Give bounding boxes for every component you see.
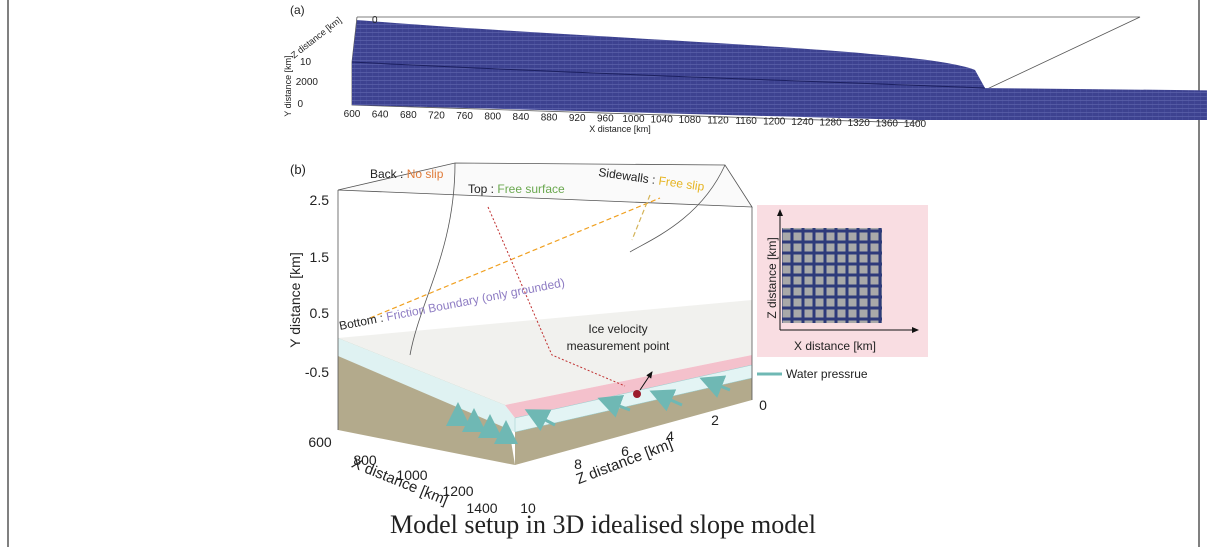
z-tick-label: 6 <box>621 443 629 459</box>
x-tick-label: 1360 <box>876 119 899 130</box>
mesh-a <box>352 20 1207 120</box>
y-axis-title: Y distance [km] <box>287 252 303 347</box>
measurement-point <box>633 390 641 398</box>
z-tick-label: 10 <box>300 57 312 68</box>
x-tick-label: 640 <box>372 110 389 121</box>
inset-y-title: Z distance [km] <box>765 237 779 318</box>
x-tick-label: 960 <box>597 114 614 125</box>
x-axis-title: X distance [km] <box>589 124 651 134</box>
z-tick-label: 0 <box>372 15 378 26</box>
x-tick-label: 1320 <box>848 118 871 129</box>
x-tick-label: 1000 <box>622 114 645 125</box>
x-tick-label: 1120 <box>707 116 729 127</box>
x-tick-label: 1200 <box>763 117 786 128</box>
boundary-condition: Free surface <box>497 182 565 196</box>
x-tick-label: 840 <box>513 112 530 123</box>
x-tick-label: 1160 <box>735 116 757 127</box>
x-tick-label: 600 <box>344 109 361 120</box>
boundary-name: Top : <box>468 182 494 196</box>
y-tick-label: 2.5 <box>310 192 330 208</box>
boundary-condition: No slip <box>407 167 444 181</box>
inset-x-title: X distance [km] <box>794 339 876 353</box>
boundary-label: Top : Free surface <box>468 182 565 196</box>
z-tick-label: 8 <box>574 456 582 472</box>
x-tick-label: 1040 <box>651 115 674 126</box>
z-tick-label: 4 <box>666 428 674 444</box>
panel-a: (a) X distance [km] Y distance [km] Z di… <box>283 3 1207 134</box>
panel-label: (b) <box>290 162 306 177</box>
x-tick-label: 1000 <box>396 467 427 483</box>
point-label: Ice velocity <box>588 322 647 336</box>
x-tick-label: 920 <box>569 113 586 124</box>
x-tick-label: 800 <box>484 112 501 123</box>
x-tick-label: 800 <box>353 452 377 468</box>
boundary-label: Back : No slip <box>370 167 444 181</box>
panel-b: (b) Y distance [km] X distance [km] Z di… <box>287 162 928 516</box>
z-tick-label: 0 <box>759 397 767 413</box>
x-tick-label: 1080 <box>679 115 702 126</box>
y-tick-label: -0.5 <box>305 364 329 380</box>
point-label: measurement point <box>567 339 670 353</box>
boundary-name: Back : <box>370 167 403 181</box>
z-tick-label: 2 <box>711 412 719 428</box>
z-axis-title: Z distance [km] <box>289 15 343 60</box>
y-tick-label: 2000 <box>296 77 319 88</box>
x-tick-label: 680 <box>400 110 417 121</box>
x-tick-label: 1280 <box>819 118 842 129</box>
x-tick-label: 720 <box>428 111 445 122</box>
y-tick-label: 0.5 <box>310 305 330 321</box>
x-tick-label: 880 <box>541 113 558 124</box>
panel-label: (a) <box>290 3 305 17</box>
y-tick-label: 1.5 <box>310 249 330 265</box>
x-tick-label: 760 <box>456 111 473 122</box>
caption: Model setup in 3D idealised slope model <box>390 510 816 539</box>
x-tick-label: 600 <box>308 434 332 450</box>
legend-label: Water pressrue <box>786 367 868 381</box>
figure: (a) X distance [km] Y distance [km] Z di… <box>0 0 1207 547</box>
boundary-condition: Friction Boundary (only grounded) <box>385 275 566 323</box>
sidewall-pointer <box>370 198 660 318</box>
inset-mesh <box>782 228 882 323</box>
x-tick-label: 1200 <box>442 483 473 499</box>
x-tick-label: 1240 <box>791 117 814 128</box>
y-axis-title: Y distance [km] <box>283 55 293 116</box>
y-tick-label: 0 <box>297 99 303 110</box>
x-tick-label: 1400 <box>904 119 927 130</box>
boundary-name: Bottom : <box>338 311 385 333</box>
